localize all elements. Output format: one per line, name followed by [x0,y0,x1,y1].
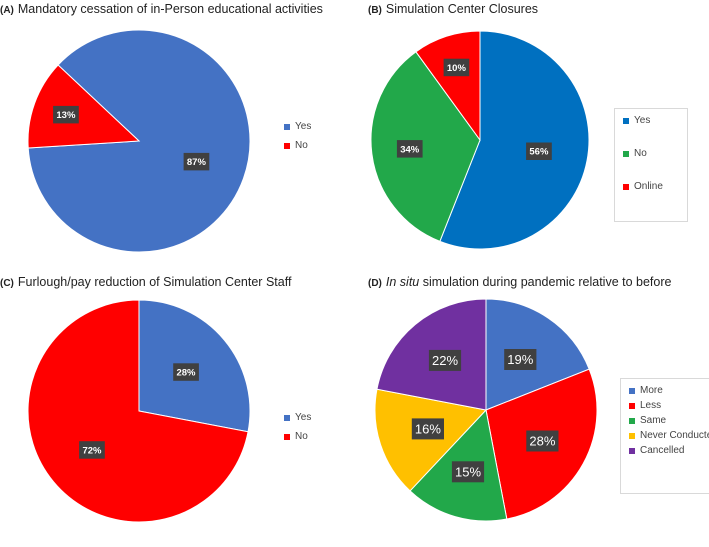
title-text-b: Simulation Center Closures [385,2,539,16]
legend-item-yes: Yes [623,115,677,126]
chart-panel-a: (A) Mandatory cessation of in-Person educ… [0,0,354,273]
legend-label: Online [634,181,663,192]
legend-label: Cancelled [640,445,685,456]
chart-title-a: (A) Mandatory cessation of in-Person educ… [0,2,323,16]
pie-chart-a: 87% 13% [27,29,251,253]
legend-item-online: Online [623,181,677,192]
panel-label-b: (B) [368,5,382,16]
data-label-more: 19% [504,349,537,370]
chart-title-d: (D) In situ simulation during pandemic re… [368,275,671,289]
svg-text:22%: 22% [432,353,458,368]
data-label-never-conducted: 16% [411,418,444,440]
panel-label-a: (A) [0,5,14,16]
legend-swatch [629,402,635,409]
legend-label: Yes [634,115,651,126]
legend-swatch [284,433,290,440]
legend-item-never-conducted: Never Conducted [629,430,709,441]
svg-text:56%: 56% [529,147,549,158]
legend-c: Yes No [284,412,311,442]
legend-swatch [623,183,629,190]
svg-text:72%: 72% [82,445,102,456]
svg-text:16%: 16% [415,422,441,437]
pie-slice-no [370,51,481,242]
pie-slice-yes [439,30,590,250]
title-text-d: simulation during pandemic relative to b… [419,275,672,289]
panel-label-d: (D) [368,278,382,289]
pie-chart-d: 19% 28% 15% 16% 22% [374,298,598,522]
svg-text:87%: 87% [187,157,207,168]
legend-b: Yes No Online [614,108,688,222]
legend-label: No [634,148,647,159]
svg-text:15%: 15% [455,465,481,480]
svg-text:10%: 10% [447,63,467,74]
title-text-c: Furlough/pay reduction of Simulation Cen… [17,275,292,289]
legend-label: Never Conducted [640,430,709,441]
legend-swatch [629,432,635,439]
legend-label: Less [640,400,662,411]
legend-d: More Less Same Never Conducted Cancelled [620,378,709,494]
legend-label: More [640,385,663,396]
pie-slice-never-conducted [374,388,487,492]
data-label-less: 28% [526,430,559,452]
legend-label: No [295,431,308,442]
legend-label: Yes [295,412,312,423]
legend-swatch [284,414,290,421]
svg-text:28%: 28% [529,434,555,449]
legend-item-yes: Yes [284,412,311,423]
legend-label: Same [640,415,667,426]
legend-swatch [623,150,629,157]
svg-text:28%: 28% [176,368,196,379]
legend-item-less: Less [629,400,709,411]
legend-swatch [629,387,635,394]
panel-label-c: (C) [0,278,14,289]
chart-title-b: (B) Simulation Center Closures [368,2,538,16]
pie-slice-no [27,64,141,149]
data-label-yes: 56% [526,142,552,160]
legend-item-cancelled: Cancelled [629,445,709,456]
legend-item-no: No [284,431,311,442]
legend-item-no: No [623,148,677,159]
data-label-no: 13% [53,105,79,124]
data-label-yes: 87% [183,152,210,171]
data-label-online: 10% [443,58,470,77]
svg-text:19%: 19% [507,352,533,367]
legend-item-yes: Yes [284,121,311,132]
pie-chart-c: 28% 72% [27,299,251,523]
legend-swatch [623,117,629,124]
data-label-yes: 28% [173,363,199,381]
svg-text:13%: 13% [56,110,76,121]
title-italic-d: In situ [385,275,420,289]
pie-slice-more [485,298,590,411]
pie-slice-no [27,299,249,523]
legend-swatch [629,417,635,424]
legend-item-same: Same [629,415,709,426]
title-text-a: Mandatory cessation of in-Person educati… [17,2,323,16]
pie-slice-online [415,30,481,142]
legend-label: No [295,140,308,151]
legend-swatch [284,123,290,130]
chart-panel-b: (B) Simulation Center Closures 56% 34% 10% … [354,0,708,273]
legend-item-no: No [284,140,311,151]
data-label-same: 15% [451,461,485,483]
svg-text:34%: 34% [400,144,420,155]
legend-swatch [629,447,635,454]
data-label-no: 34% [396,140,423,158]
legend-swatch [284,142,290,149]
data-label-no: 72% [79,441,105,459]
legend-item-more: More [629,385,709,396]
pie-chart-b: 56% 34% 10% [370,30,590,250]
chart-panel-c: (C) Furlough/pay reduction of Simulation … [0,273,354,546]
legend-a: Yes No [284,121,311,151]
chart-title-c: (C) Furlough/pay reduction of Simulation … [0,275,291,289]
legend-label: Yes [295,121,312,132]
chart-panel-d: (D) In situ simulation during pandemic re… [354,273,709,546]
data-label-cancelled: 22% [428,349,462,371]
